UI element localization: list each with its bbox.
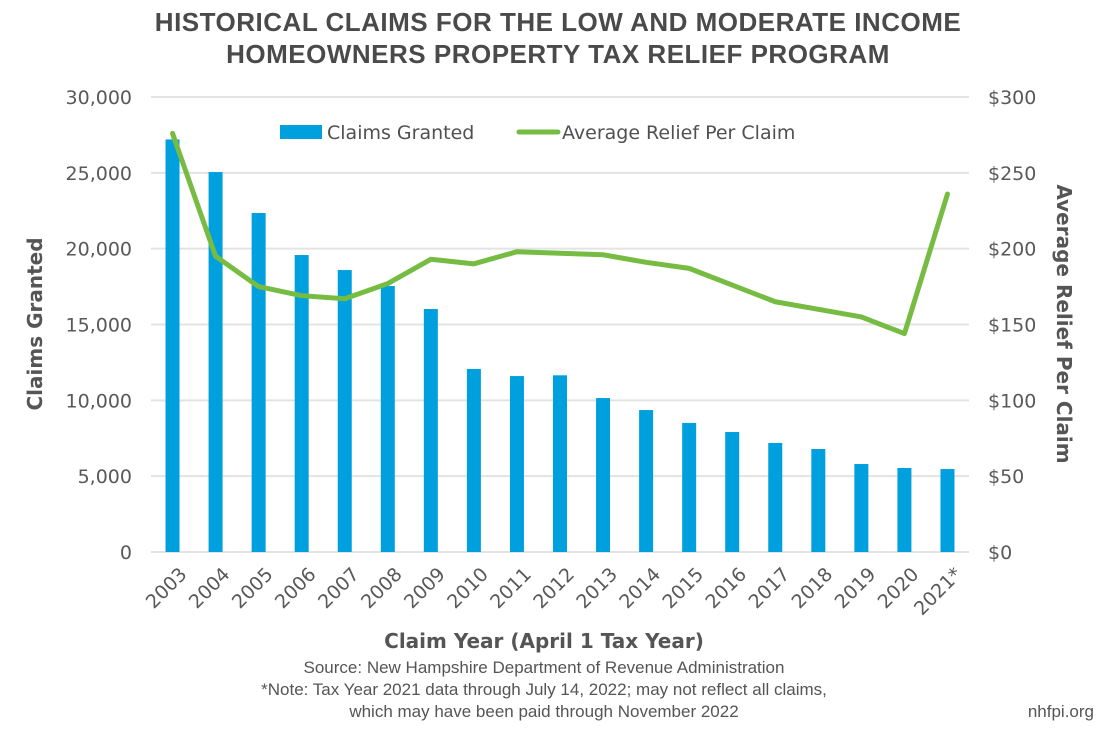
x-tick-label: 2009 <box>400 563 450 613</box>
left-tick-label: 0 <box>120 542 132 564</box>
chart-title-line-2: HOMEOWNERS PROPERTY TAX RELIEF PROGRAM <box>226 39 890 69</box>
bar-2012 <box>553 375 567 552</box>
right-tick-label: $300 <box>988 87 1036 109</box>
x-tick-label: 2019 <box>831 563 881 613</box>
bar-2021 <box>940 469 955 552</box>
right-tick-label: $50 <box>988 466 1024 488</box>
right-tick-label: $100 <box>988 390 1036 412</box>
right-tick-label: $0 <box>988 542 1012 564</box>
x-axis-title: Claim Year (April 1 Tax Year) <box>384 629 704 653</box>
x-tick-label: 2007 <box>314 563 364 613</box>
x-axis-ticks: 2003200420052006200720082009201020112012… <box>142 563 967 619</box>
source-note: Source: New Hampshire Department of Reve… <box>304 658 785 677</box>
x-tick-label: 2017 <box>744 563 794 613</box>
average-relief-line <box>170 130 950 337</box>
right-tick-label: $250 <box>988 163 1036 185</box>
bar-2011 <box>509 376 524 552</box>
bar-2009 <box>423 309 438 552</box>
bar-2019 <box>854 464 869 552</box>
x-tick-label: 2013 <box>572 563 622 613</box>
x-tick-label: 2011 <box>486 563 536 613</box>
bar-2005 <box>251 213 266 552</box>
legend-label-claims-granted: Claims Granted <box>327 122 474 144</box>
x-tick-label: 2021* <box>910 563 966 619</box>
bar-2018 <box>811 449 826 552</box>
footnote-line-1: *Note: Tax Year 2021 data through July 1… <box>261 680 827 699</box>
x-tick-label: 2003 <box>142 563 192 613</box>
bar-2013 <box>596 398 611 552</box>
bar-2014 <box>639 410 654 552</box>
footnote-line-2: which may have been paid through Novembe… <box>348 702 738 721</box>
average-relief-line-group <box>170 130 950 337</box>
left-tick-label: 5,000 <box>78 466 132 488</box>
x-tick-label: 2008 <box>357 563 407 613</box>
x-tick-label: 2004 <box>185 563 235 613</box>
bar-2020 <box>897 467 912 552</box>
bar-2007 <box>337 270 352 552</box>
left-tick-label: 25,000 <box>66 163 132 185</box>
brand-url: nhfpi.org <box>1028 702 1094 721</box>
x-tick-label: 2012 <box>529 563 579 613</box>
left-axis-title: Claims Granted <box>23 237 47 410</box>
left-tick-label: 10,000 <box>66 390 132 412</box>
right-axis-ticks: $0 $50 $100 $150 $200 $250 $300 <box>988 87 1036 564</box>
right-tick-label: $200 <box>988 239 1036 261</box>
x-tick-label: 2010 <box>443 563 493 613</box>
x-tick-label: 2016 <box>701 563 751 613</box>
bar-2003 <box>165 139 180 552</box>
bar-2004 <box>208 172 223 552</box>
bar-2015 <box>682 422 697 552</box>
legend: Claims Granted Average Relief Per Claim <box>280 122 795 144</box>
bar-2008 <box>380 285 395 552</box>
right-axis-title: Average Relief Per Claim <box>1052 184 1076 463</box>
x-tick-label: 2006 <box>271 563 321 613</box>
x-tick-label: 2014 <box>615 563 665 613</box>
bar-2016 <box>725 432 740 552</box>
x-tick-label: 2005 <box>228 563 278 613</box>
left-tick-label: 15,000 <box>66 315 132 337</box>
legend-swatch-claims-granted <box>280 125 322 139</box>
bar-2006 <box>294 255 309 552</box>
chart-title-line-1: HISTORICAL CLAIMS FOR THE LOW AND MODERA… <box>155 7 961 37</box>
x-tick-label: 2015 <box>658 563 708 613</box>
left-tick-label: 30,000 <box>66 87 132 109</box>
claims-granted-bars <box>165 139 955 552</box>
bar-2017 <box>768 442 783 552</box>
right-tick-label: $150 <box>988 315 1036 337</box>
left-axis-ticks: 0 5,000 10,000 15,000 20,000 25,000 30,000 <box>66 87 132 564</box>
x-tick-label: 2018 <box>788 563 838 613</box>
legend-label-average-relief: Average Relief Per Claim <box>562 122 795 144</box>
left-tick-label: 20,000 <box>66 239 132 261</box>
bar-2010 <box>466 368 481 552</box>
